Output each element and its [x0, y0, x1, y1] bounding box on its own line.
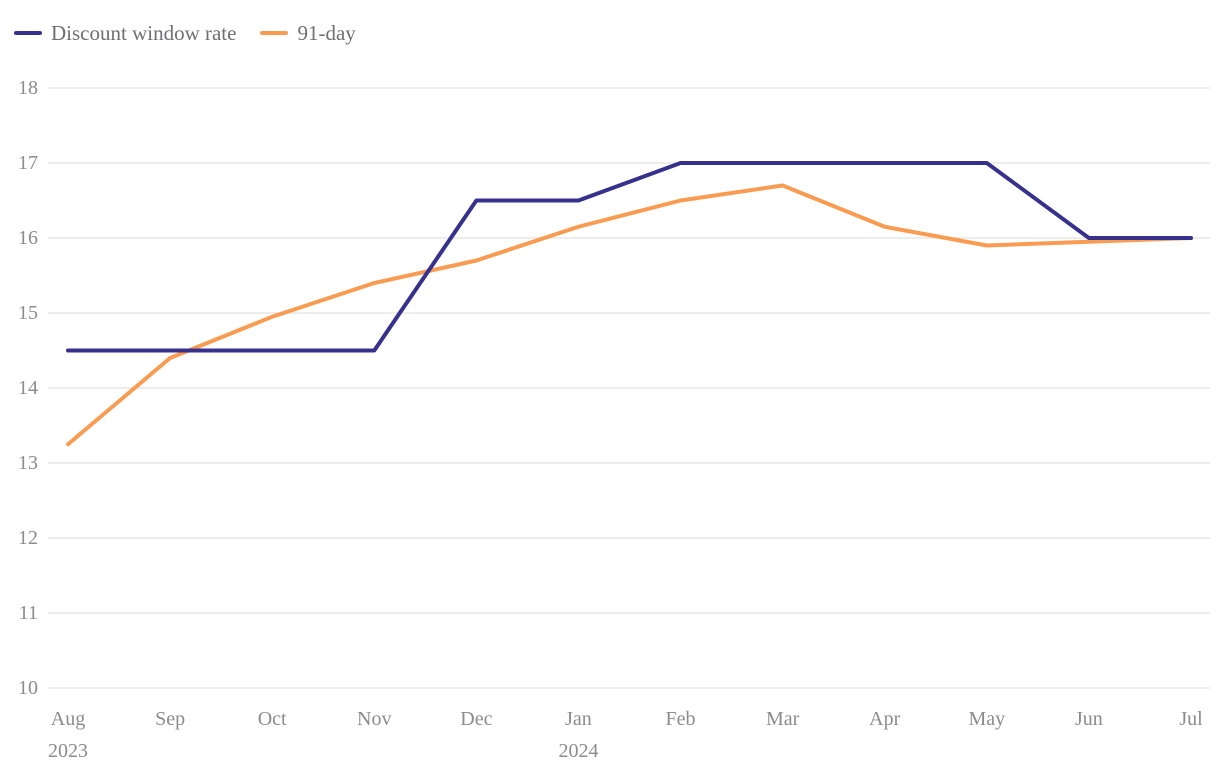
y-tick-label-12: 12	[18, 527, 38, 549]
x-tick-sublabel-2024: 2024	[558, 740, 598, 762]
legend-swatch-91-day	[260, 30, 289, 36]
legend-label-91-day: 91-day	[297, 21, 356, 45]
x-tick-label-nov: Nov	[357, 708, 391, 730]
x-tick-label-sep: Sep	[155, 708, 185, 730]
legend-label-discount-window-rate: Discount window rate	[51, 21, 237, 45]
x-tick-label-apr: Apr	[869, 708, 900, 730]
chart-legend: Discount window rate 91-day	[14, 20, 356, 46]
x-tick-label-mar: Mar	[766, 708, 800, 730]
x-tick-label-oct: Oct	[258, 708, 287, 730]
y-tick-label-10: 10	[18, 677, 38, 699]
series-line-discount-window-rate	[66, 161, 1193, 353]
x-tick-label-jul: Jul	[1179, 708, 1203, 730]
x-tick-sublabel-2023: 2023	[48, 740, 88, 762]
y-tick-label-15: 15	[18, 302, 38, 324]
y-tick-label-16: 16	[18, 227, 38, 249]
legend-swatch-discount-window-rate	[14, 30, 42, 36]
x-tick-label-may: May	[968, 708, 1005, 730]
y-tick-label-13: 13	[18, 452, 38, 474]
legend-item-91-day: 91-day	[260, 20, 356, 46]
y-tick-label-14: 14	[18, 377, 38, 399]
y-tick-label-11: 11	[19, 602, 38, 624]
series-line-91-day	[66, 183, 1193, 447]
legend-item-discount-window-rate: Discount window rate	[14, 20, 236, 46]
x-tick-label-jan: Jan	[565, 708, 592, 730]
y-tick-label-17: 17	[18, 152, 38, 174]
x-tick-label-aug: Aug	[51, 708, 85, 730]
x-tick-label-feb: Feb	[666, 708, 696, 730]
y-tick-label-18: 18	[18, 77, 38, 99]
x-tick-label-dec: Dec	[460, 708, 492, 730]
x-tick-label-jun: Jun	[1075, 708, 1103, 730]
